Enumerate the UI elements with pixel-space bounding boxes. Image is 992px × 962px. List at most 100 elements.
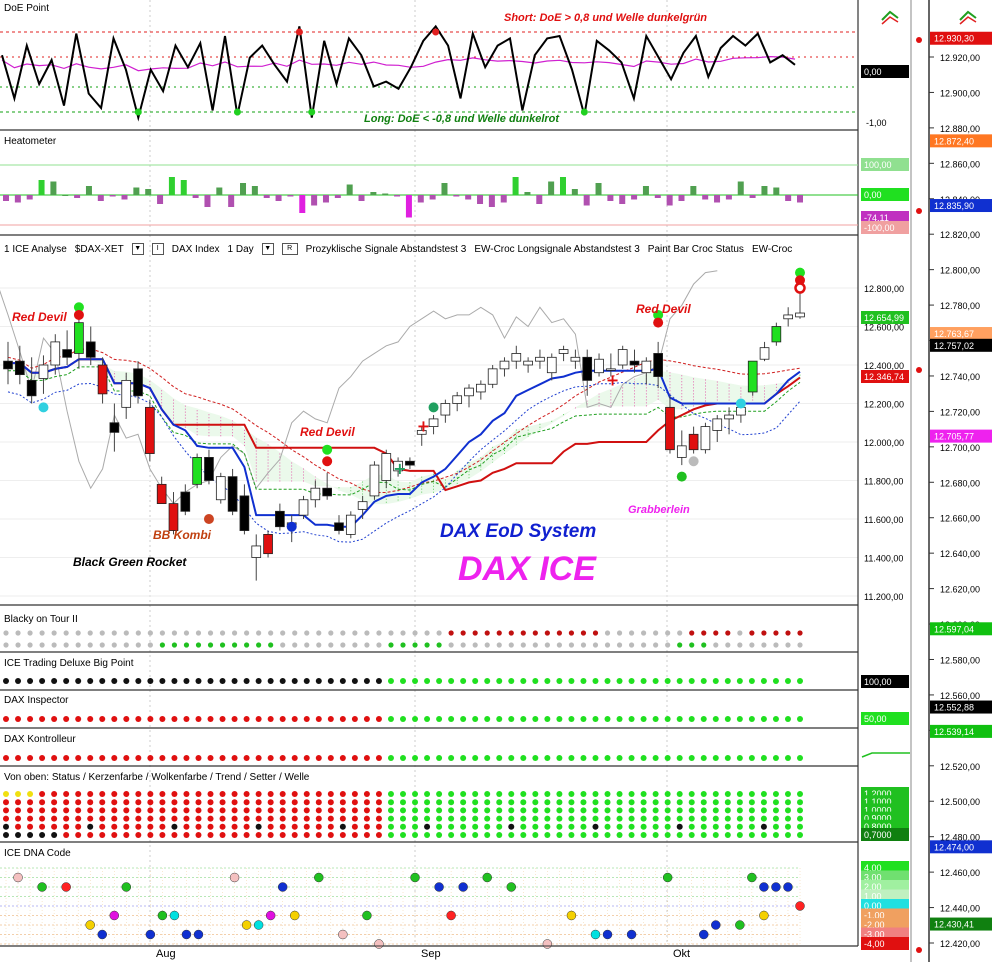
status-dot bbox=[183, 799, 190, 806]
blacky-dot-top bbox=[316, 630, 322, 636]
bigpoint-dot bbox=[339, 678, 346, 684]
interval-dropdown-icon[interactable]: ▼ bbox=[261, 243, 274, 255]
indicator-4-label[interactable]: EW-Croc bbox=[751, 243, 793, 255]
blacky-dot-bottom bbox=[665, 642, 671, 648]
status-dot bbox=[195, 823, 202, 830]
x-tick-label: Okt bbox=[673, 948, 690, 960]
status-dot bbox=[640, 791, 647, 797]
status-dot bbox=[712, 799, 719, 806]
status-dot bbox=[532, 823, 539, 830]
status-dot bbox=[676, 799, 683, 806]
status-dot bbox=[87, 799, 94, 806]
status-dot bbox=[15, 791, 22, 797]
kontrolleur-dot bbox=[400, 755, 406, 761]
price-value-tag-bg bbox=[861, 311, 909, 324]
blacky-dot-bottom bbox=[304, 642, 310, 648]
status-dot bbox=[592, 832, 599, 838]
status-dot bbox=[424, 799, 431, 806]
candle-body bbox=[499, 360, 510, 370]
indicator-1-label[interactable]: Prozyklische Signale Abstandstest 3 bbox=[305, 243, 467, 255]
inspector-dot bbox=[255, 716, 262, 722]
heat-bar bbox=[85, 186, 92, 195]
status-dot bbox=[351, 799, 358, 806]
heat-bar bbox=[500, 195, 507, 203]
candle-body bbox=[747, 360, 758, 393]
bb-kombi-label: BB Kombi bbox=[153, 528, 212, 542]
kontrolleur-dot bbox=[255, 755, 262, 761]
heat-bar bbox=[334, 195, 341, 198]
right-axis-tag-bg bbox=[930, 700, 992, 714]
blacky-dot-bottom bbox=[63, 642, 69, 648]
right-axis-label: 12.920,00 bbox=[940, 53, 980, 63]
status-dot bbox=[724, 799, 731, 806]
status-dot bbox=[351, 823, 358, 830]
blacky-dot-top bbox=[797, 630, 803, 636]
candle-body bbox=[511, 353, 522, 362]
status-scale-tag: 0,7000 bbox=[864, 830, 892, 840]
status-dot bbox=[628, 799, 635, 806]
status-dot bbox=[27, 807, 34, 814]
signal-marker-dot bbox=[653, 309, 664, 320]
status-dot bbox=[628, 815, 635, 822]
inspector-dot bbox=[159, 716, 166, 722]
blacky-dot-bottom bbox=[135, 642, 141, 648]
interval-label[interactable]: 1 Day bbox=[227, 243, 254, 255]
status-dot bbox=[520, 815, 527, 822]
heat-bar bbox=[311, 195, 318, 206]
dna-dot bbox=[711, 920, 721, 930]
status-dot bbox=[736, 832, 743, 838]
candle-body bbox=[759, 347, 770, 360]
inspector-dot bbox=[580, 716, 587, 722]
status-dot bbox=[243, 799, 250, 806]
bigpoint-dot bbox=[291, 678, 298, 684]
inspector-dot bbox=[676, 716, 683, 722]
heat-bar bbox=[465, 195, 472, 200]
bar-type-icon[interactable]: I bbox=[151, 243, 164, 255]
dna-dot bbox=[314, 872, 324, 883]
bigpoint-dot bbox=[748, 678, 755, 684]
blacky-dot-bottom bbox=[592, 642, 599, 648]
status-dot bbox=[556, 791, 563, 797]
indicator-2-label[interactable]: EW-Croc Longsignale Abstandstest 3 bbox=[474, 243, 640, 255]
status-dot bbox=[171, 799, 178, 806]
heat-bar bbox=[275, 195, 282, 201]
blacky-dot-bottom bbox=[677, 642, 683, 648]
right-axis-tag-bg bbox=[930, 429, 992, 443]
kontrolleur-dot bbox=[700, 755, 707, 761]
kontrolleur-dot bbox=[676, 755, 683, 761]
symbol-label[interactable]: $DAX-XET bbox=[74, 243, 124, 255]
status-dot bbox=[484, 791, 491, 797]
status-dot bbox=[327, 823, 334, 830]
range-dropdown-icon[interactable]: R bbox=[281, 243, 298, 255]
kontrolleur-dot bbox=[63, 755, 70, 761]
status-dot bbox=[616, 832, 623, 838]
status-dot bbox=[111, 807, 118, 814]
right-axis-label: 12.440,00 bbox=[940, 904, 980, 914]
status-dot bbox=[339, 799, 346, 806]
indicator-3-label[interactable]: Paint Bar Croc Status bbox=[647, 243, 744, 255]
blacky-dot-top bbox=[207, 630, 214, 636]
status-dot bbox=[460, 807, 467, 814]
inspector-dot bbox=[496, 716, 503, 722]
blacky-dot-top bbox=[424, 630, 430, 636]
status-dot bbox=[363, 815, 370, 822]
status-dot bbox=[700, 815, 707, 822]
status-dot bbox=[111, 823, 118, 830]
status-dot bbox=[700, 791, 707, 797]
bigpoint-dot bbox=[676, 678, 683, 684]
status-dot bbox=[556, 807, 563, 814]
status-dot bbox=[51, 799, 58, 806]
heat-bar bbox=[488, 195, 495, 207]
heat-bar bbox=[97, 195, 104, 201]
blacky-dot-top bbox=[256, 630, 262, 636]
symbol-dropdown-icon[interactable]: ▼ bbox=[131, 243, 144, 255]
status-dot bbox=[472, 799, 479, 806]
right-axis-tag: 12.597,04 bbox=[934, 624, 974, 634]
candle-body bbox=[227, 476, 238, 512]
blacky-dot-bottom bbox=[797, 642, 803, 648]
status-dot bbox=[387, 815, 394, 822]
heat-bar bbox=[263, 195, 270, 198]
blacky-dot-top bbox=[472, 630, 478, 636]
blacky-dot-bottom bbox=[75, 642, 81, 648]
bigpoint-dot bbox=[147, 678, 154, 684]
